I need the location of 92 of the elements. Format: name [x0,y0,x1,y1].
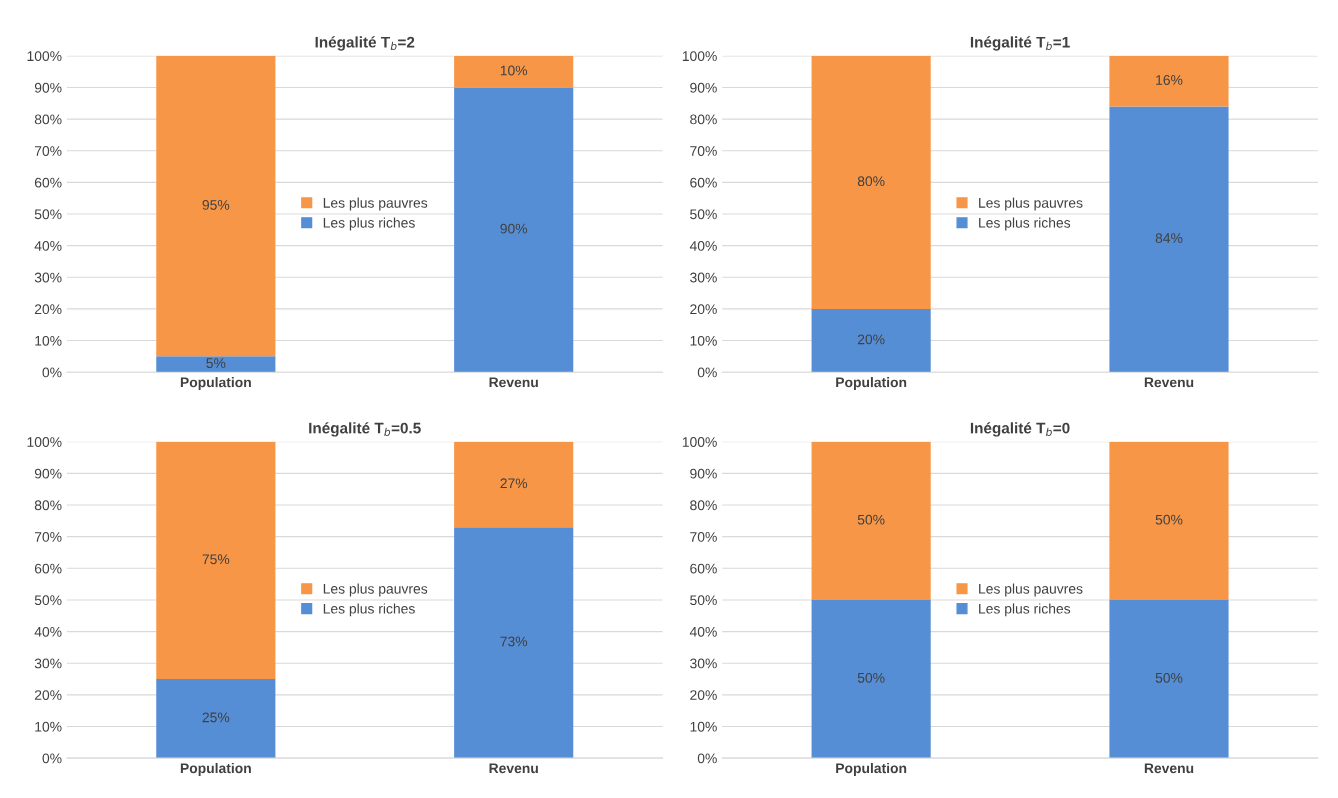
data-label: 95% [202,200,230,210]
chart-title: Inégalité T$_{b}$=2 [315,36,415,51]
y-tick-label: 100% [27,437,62,447]
y-tick-label: 0% [697,753,717,764]
y-tick-label: 100% [27,51,62,62]
x-tick-label: Population [180,762,251,776]
bar [156,55,276,357]
y-tick-label: 100% [682,437,717,447]
x-tick-label: Revenu [1144,763,1194,774]
data-label: 27% [500,478,528,489]
y-tick-label: 70% [690,146,717,156]
data-label: 73% [500,636,528,647]
y-tick-label: 0% [42,367,62,378]
bar [1109,106,1229,373]
x-tick-label: Revenu [489,763,538,774]
chart-title: Inégalité T$_{b}$=0.5 [309,422,421,437]
data-label: 10% [500,65,528,76]
y-tick-label: 50% [690,595,717,606]
y-tick-label: 100% [682,51,717,62]
bar [454,441,574,528]
data-label: 90% [500,223,528,234]
bar [156,679,276,759]
bar [454,55,574,88]
x-tick-label: Population [836,762,907,776]
y-tick-label: 80% [34,114,62,125]
data-label: 84% [1155,233,1183,244]
y-tick-label: 30% [690,272,717,283]
legend-label: Les plus riches [979,217,1071,231]
x-tick-label: Population [836,377,907,390]
y-tick-label: 90% [34,82,62,93]
x-tick-label: Revenu [489,377,538,388]
data-label: 25% [202,712,230,723]
data-label: 50% [1155,672,1183,683]
y-tick-label: 60% [34,177,62,188]
y-tick-label: 90% [690,82,717,93]
bar [454,527,574,759]
bar [454,87,574,373]
y-tick-label: 20% [690,690,717,700]
chart-title: Inégalité T$_{b}$=1 [970,36,1070,51]
legend-label: Les plus riches [323,217,415,231]
y-tick-label: 40% [689,240,717,251]
x-tick-label: Revenu [1144,377,1194,388]
y-tick-label: 40% [34,626,62,637]
data-label: 50% [1155,514,1183,525]
y-tick-label: 50% [34,595,62,606]
legend-label: Les plus riches [323,603,415,617]
data-label: 50% [857,514,885,525]
bar [156,441,276,680]
data-label: 50% [857,672,885,683]
bar [811,308,931,373]
x-tick-label: Population [180,377,251,390]
y-tick-label: 80% [690,500,717,511]
y-tick-label: 10% [35,721,62,732]
data-label: 5% [206,358,226,368]
y-tick-label: 60% [690,177,717,188]
y-tick-label: 90% [690,468,717,479]
y-tick-label: 40% [34,240,62,251]
y-tick-label: 30% [690,658,717,669]
chart-title: Inégalité T$_{b}$=0 [970,422,1070,437]
y-tick-label: 0% [697,367,717,378]
y-tick-label: 80% [690,114,717,125]
y-tick-label: 60% [34,563,62,574]
y-tick-label: 70% [34,532,62,542]
y-tick-label: 20% [690,304,717,315]
y-tick-label: 10% [690,721,717,732]
bar [811,55,931,309]
y-tick-label: 90% [34,468,62,479]
y-tick-label: 70% [690,532,717,542]
y-tick-label: 30% [34,272,62,283]
legend-label: Les plus riches [979,603,1071,617]
bar [1109,55,1229,107]
y-tick-label: 60% [690,563,717,574]
data-label: 80% [857,176,885,187]
y-tick-label: 50% [34,209,62,220]
y-tick-label: 80% [34,500,62,511]
y-tick-label: 0% [42,753,62,764]
data-label: 20% [857,334,885,345]
legend-label: Les plus pauvres [979,583,1083,597]
legend-label: Les plus pauvres [323,583,428,597]
legend-label: Les plus pauvres [979,197,1083,211]
y-tick-label: 10% [35,335,62,346]
y-tick-label: 30% [34,658,62,669]
y-tick-label: 20% [34,304,62,315]
y-tick-label: 70% [34,146,62,156]
y-tick-label: 50% [690,209,717,220]
data-label: 16% [1156,75,1183,85]
y-tick-label: 20% [34,690,62,700]
legend-label: Les plus pauvres [323,197,428,211]
bar [156,356,276,373]
data-label: 75% [202,554,230,565]
y-tick-label: 40% [689,626,717,637]
y-tick-label: 10% [690,335,717,346]
